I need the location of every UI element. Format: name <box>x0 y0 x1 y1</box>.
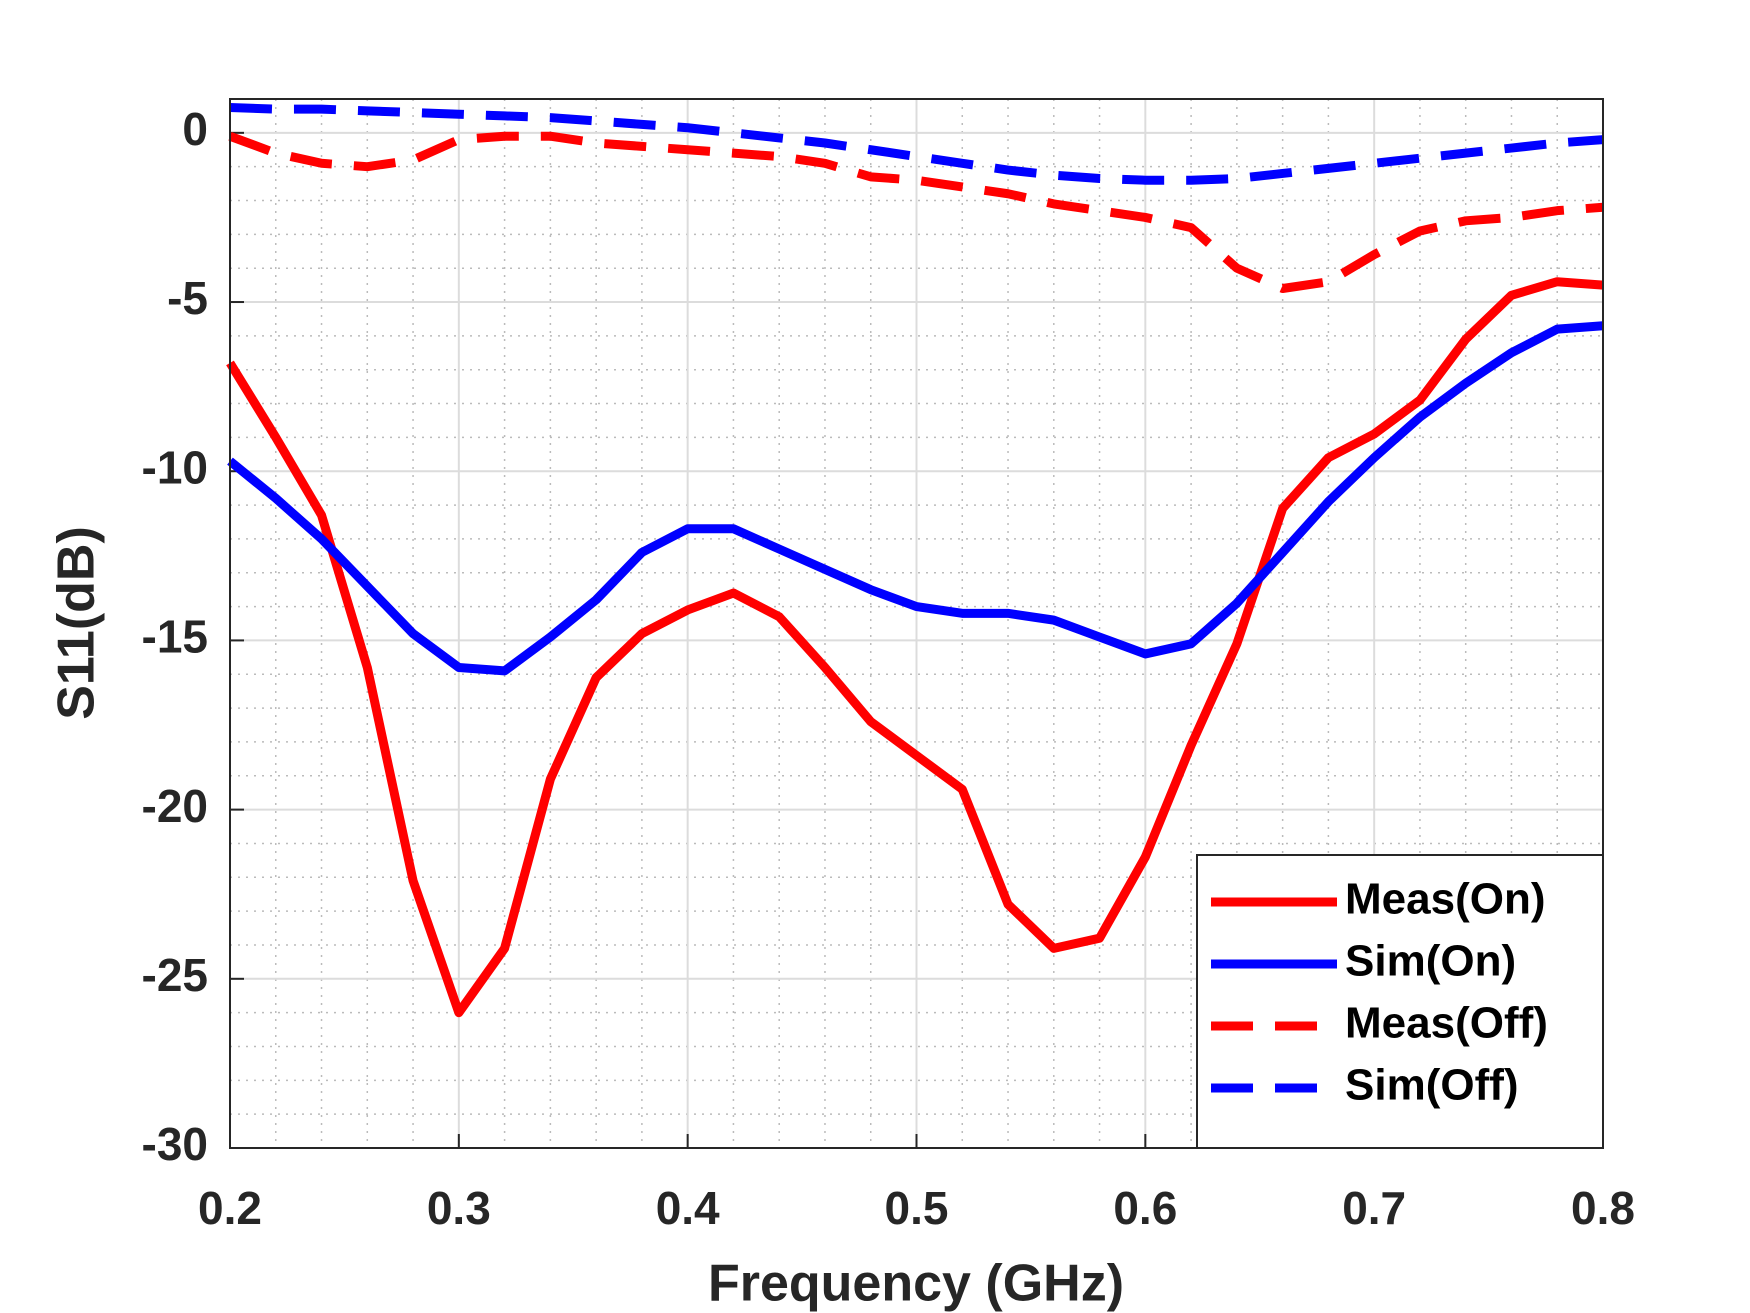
series-line <box>229 102 1604 185</box>
x-tick-label: 0.5 <box>885 1182 949 1234</box>
x-tick-label: 0.8 <box>1571 1182 1635 1234</box>
legend-label: Meas(Off) <box>1345 999 1548 1048</box>
axes-frame <box>229 98 1604 1149</box>
legend-label: Sim(On) <box>1345 937 1516 986</box>
y-tick-label: -20 <box>142 780 208 832</box>
y-tick-label: -5 <box>167 272 208 324</box>
series-line <box>227 321 1604 676</box>
x-tick-label: 0.6 <box>1113 1182 1177 1234</box>
legend: Meas(On) Sim(On) Meas(Off) Sim(Off) <box>1196 854 1604 1149</box>
y-tick-label: -10 <box>142 441 208 493</box>
legend-label: Meas(On) <box>1345 875 1545 924</box>
y-tick-label: 0 <box>182 103 208 155</box>
y-axis-label: S11(dB) <box>48 526 106 720</box>
labels: 0.2 0.3 0.4 0.5 0.6 0.7 0.8 -30 -25 -20 -15 -10 -5 0 <box>142 103 1635 1234</box>
legend-label: Sim(Off) <box>1345 1061 1519 1110</box>
x-tick-label: 0.4 <box>656 1182 720 1234</box>
x-axis-label: Frequency (GHz) <box>708 1255 1124 1313</box>
y-tick-label: -25 <box>142 949 208 1001</box>
plot-lines <box>226 102 1604 1018</box>
x-tick-label: 0.7 <box>1342 1182 1406 1234</box>
x-tick-label: 0.3 <box>427 1182 491 1234</box>
series-line <box>228 131 1604 293</box>
y-tick-label: -30 <box>142 1118 208 1170</box>
x-tick-label: 0.2 <box>198 1182 262 1234</box>
y-tick-label: -15 <box>142 611 208 663</box>
series-line <box>226 277 1604 1018</box>
